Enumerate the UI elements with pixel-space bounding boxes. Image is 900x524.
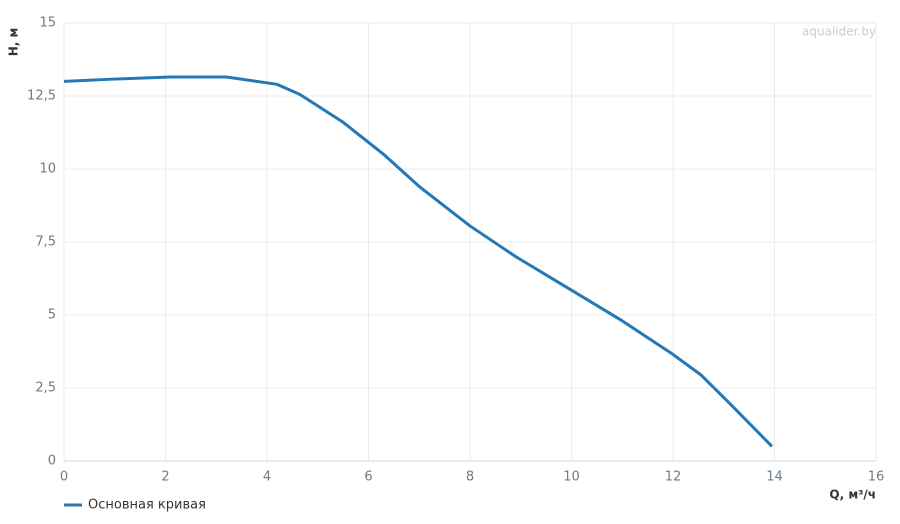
y-tick-label: 0 — [48, 454, 56, 469]
x-tick-label: 8 — [466, 470, 474, 485]
y-tick-label: 5 — [48, 308, 56, 323]
x-tick-label: 12 — [665, 470, 682, 485]
y-tick-label: 7,5 — [35, 235, 56, 250]
x-tick-label: 6 — [364, 470, 372, 485]
legend-label: Основная кривая — [88, 498, 206, 513]
x-axis-label: Q, м³/ч — [829, 488, 876, 502]
x-tick-label: 4 — [263, 470, 271, 485]
data-line — [63, 75, 774, 448]
x-tick-label: 16 — [868, 470, 885, 485]
x-tick-label: 10 — [563, 470, 580, 485]
x-tick-label: 2 — [161, 470, 169, 485]
y-tick-label: 10 — [39, 162, 56, 177]
x-tick-label: 14 — [766, 470, 783, 485]
y-tick-label: 15 — [39, 16, 56, 31]
y-tick-label: 2,5 — [35, 381, 56, 396]
y-tick-label: 12,5 — [27, 89, 56, 104]
y-axis-label: H, м — [7, 28, 21, 57]
x-tick-label: 0 — [60, 470, 68, 485]
watermark: aqualider.by — [802, 25, 876, 39]
